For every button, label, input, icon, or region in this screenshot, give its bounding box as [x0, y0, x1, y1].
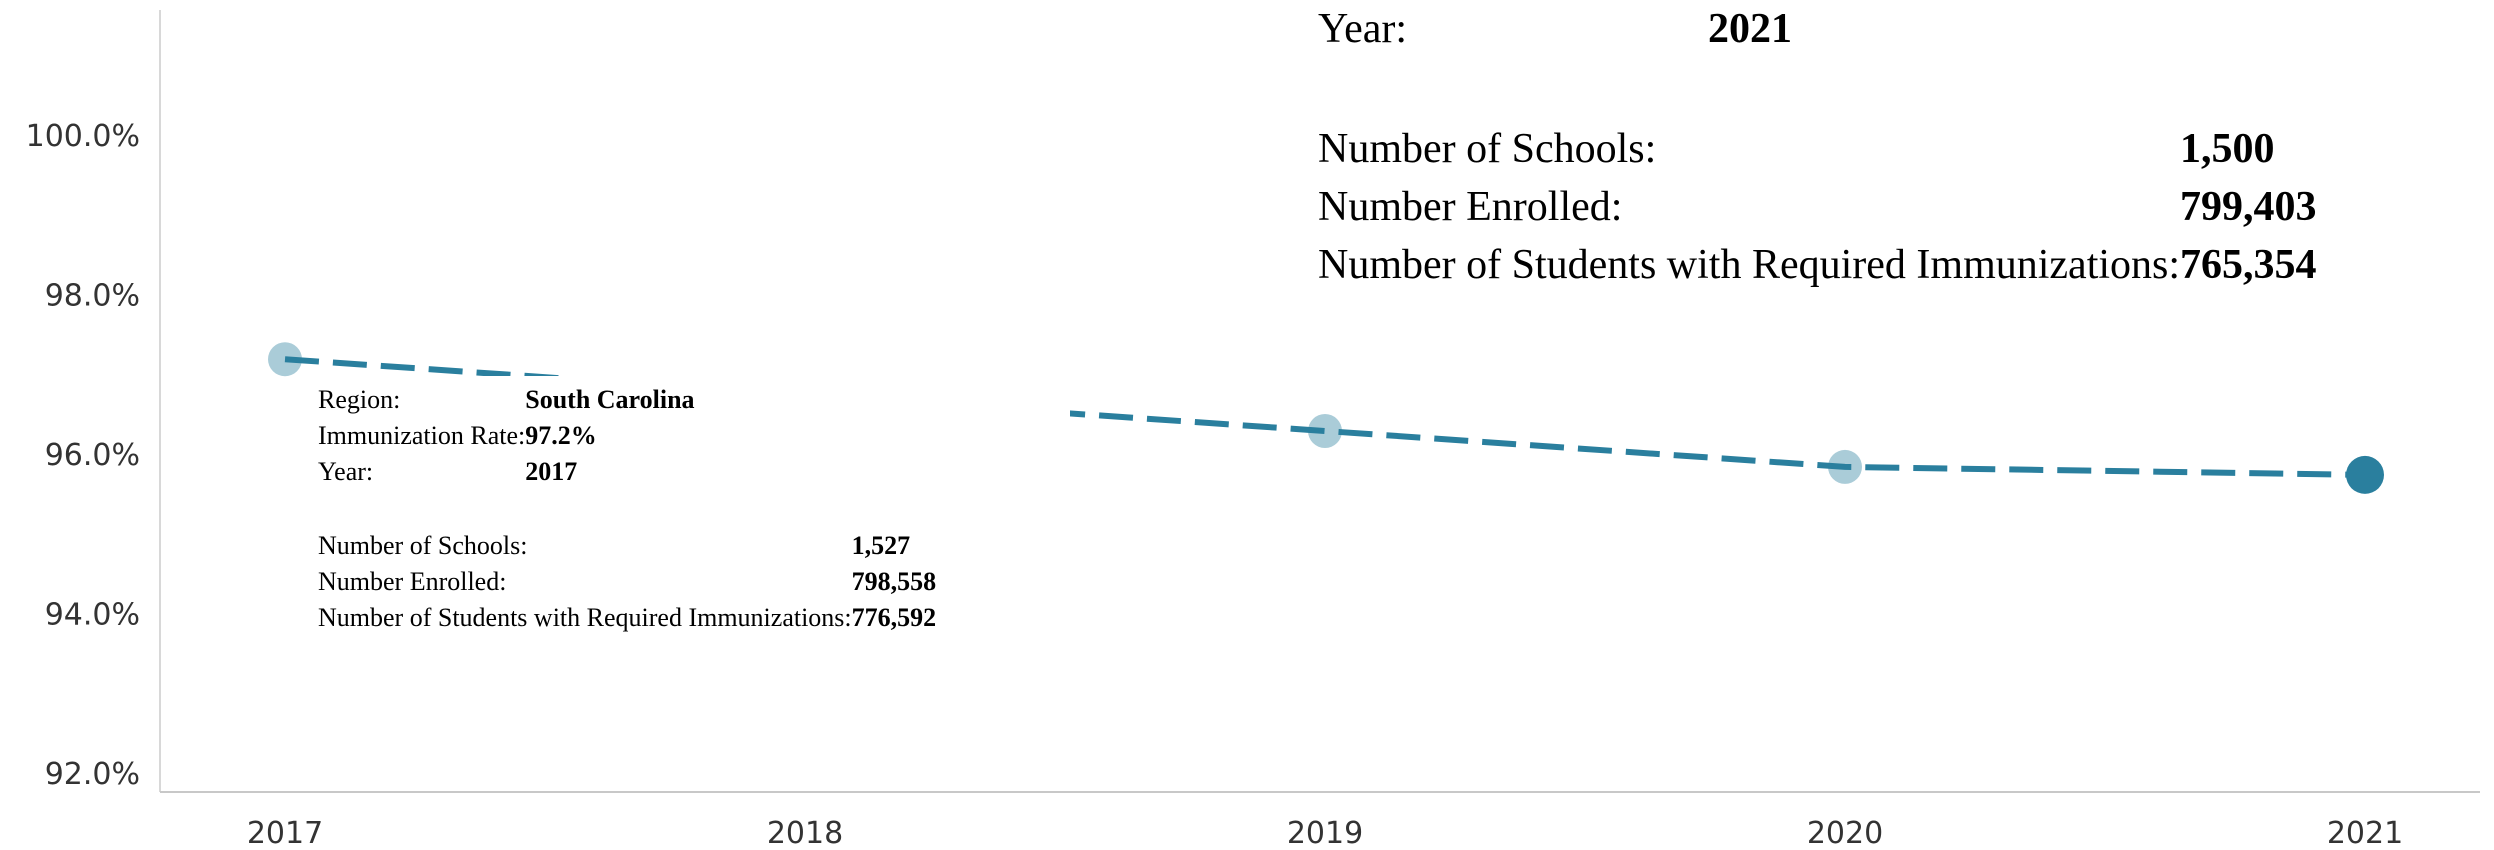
- tooltip-2021-counts-table: Number of Schools: 1,500 Number Enrolled…: [1318, 120, 2317, 294]
- x-tick-label: 2020: [1807, 816, 1883, 850]
- tooltip-year-label: Year:: [1318, 6, 1408, 52]
- x-tick-label: 2017: [247, 816, 323, 850]
- tooltip-year-label: Year:: [318, 457, 374, 486]
- y-tick-label: 98.0%: [45, 278, 140, 313]
- tooltip-year-value: 2021: [1708, 6, 1792, 52]
- tooltip-2021: Year: 2021 Number of Schools: 1,500 Numb…: [1318, 0, 2494, 300]
- data-point-2019[interactable]: [1308, 414, 1342, 449]
- tooltip-enrolled-label: Number Enrolled:: [1318, 184, 1623, 230]
- tooltip-2021-year-table: Year: 2021: [1318, 0, 1792, 58]
- tooltip-2017: Region: South Carolina Immunization Rate…: [318, 376, 1070, 662]
- tooltip-immunized-value: 776,592: [851, 603, 937, 632]
- tooltip-rate-label: Immunization Rate:: [318, 421, 526, 450]
- tooltip-immunized-label: Number of Students with Required Immuniz…: [1318, 242, 2181, 288]
- tooltip-year-value: 2017: [525, 457, 578, 486]
- y-tick-label: 92.0%: [45, 757, 140, 792]
- tooltip-schools-label: Number of Schools:: [318, 531, 528, 560]
- x-tick-label: 2021: [2327, 816, 2403, 850]
- tooltip-schools-value: 1,527: [851, 531, 911, 560]
- tooltip-immunized-value: 765,354: [2180, 242, 2317, 288]
- y-tick-label: 94.0%: [45, 597, 140, 632]
- tooltip-immunized-label: Number of Students with Required Immuniz…: [318, 603, 852, 632]
- y-tick-label: 96.0%: [45, 438, 140, 473]
- x-tick-labels: 2017 2018 2019 2020 2021: [247, 816, 2403, 850]
- x-tick-label: 2018: [767, 816, 843, 850]
- x-tick-label: 2019: [1287, 816, 1363, 850]
- data-point-2020[interactable]: [1828, 449, 1862, 484]
- data-point-2017[interactable]: [268, 342, 302, 377]
- tooltip-enrolled-value: 798,558: [851, 567, 937, 596]
- tooltip-rate-value: 97.2%: [525, 421, 597, 450]
- tooltip-region-label: Region:: [318, 385, 401, 414]
- tooltip-region-value: South Carolina: [525, 385, 695, 414]
- tooltip-enrolled-label: Number Enrolled:: [318, 567, 507, 596]
- tooltip-schools-value: 1,500: [2180, 126, 2275, 172]
- tooltip-2017-counts-table: Number of Schools: 1,527 Number Enrolled…: [318, 528, 936, 636]
- tooltip-enrolled-value: 799,403: [2180, 184, 2317, 230]
- tooltip-2017-table: Region: South Carolina Immunization Rate…: [318, 382, 695, 490]
- tooltip-schools-label: Number of Schools:: [1318, 126, 1657, 172]
- data-point-2021[interactable]: [2346, 455, 2384, 494]
- y-tick-label: 100.0%: [26, 119, 140, 154]
- y-tick-labels: 100.0% 98.0% 96.0% 94.0% 92.0%: [26, 119, 140, 792]
